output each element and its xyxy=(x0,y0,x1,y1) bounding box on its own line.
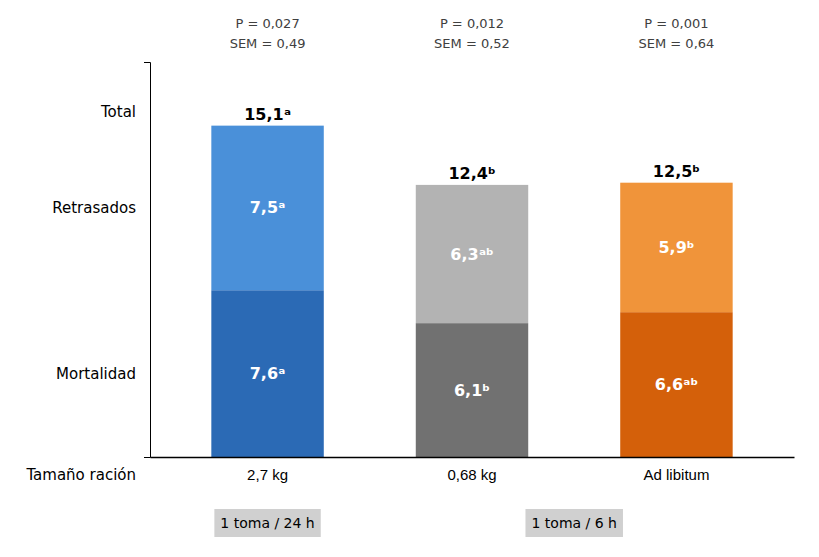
group-label: 1 toma / 6 h xyxy=(531,515,616,531)
bar-segment xyxy=(416,323,528,457)
x-tick: Ad libitum xyxy=(644,457,710,483)
data-label: 6,6ᵃᵇ xyxy=(655,375,698,394)
group-label: 1 toma / 24 h xyxy=(220,515,314,531)
p-annotation: P = 0,001 xyxy=(644,16,708,31)
plot: 7,6ᵃ 6,1ᵇ 6,6ᵃᵇ 7,5ᵃ 6,3ᵃᵇ 5,9ᵇ 15,1ᵃ 12,4ᵇ 12,5… xyxy=(25,16,794,537)
sem-annotation: SEM = 0,64 xyxy=(639,36,715,51)
bars xyxy=(211,126,732,457)
row-label: Total xyxy=(100,103,136,121)
row-label: Mortalidad xyxy=(56,365,136,383)
total-label: 15,1ᵃ xyxy=(244,105,291,124)
data-label: 6,1ᵇ xyxy=(454,381,490,400)
data-label: 5,9ᵇ xyxy=(658,238,694,257)
data-label: 7,6ᵃ xyxy=(250,364,286,383)
labels: 7,6ᵃ 6,1ᵇ 6,6ᵃᵇ 7,5ᵃ 6,3ᵃᵇ 5,9ᵇ 15,1ᵃ 12,4ᵇ 12,5… xyxy=(230,16,715,400)
series xyxy=(211,126,732,324)
bar-segment xyxy=(211,126,323,291)
y-axis-line xyxy=(144,63,151,458)
row-label: Retrasados xyxy=(52,199,136,217)
total-label: 12,4ᵇ xyxy=(448,164,495,183)
group-box xyxy=(525,509,622,537)
p-annotation: P = 0,027 xyxy=(235,16,299,31)
x-label: Tamaño ración xyxy=(25,466,136,484)
x-axis-line xyxy=(151,457,795,459)
chart: 7,6ᵃ 6,1ᵇ 6,6ᵃᵇ 7,5ᵃ 6,3ᵃᵇ 5,9ᵇ 15,1ᵃ 12,4ᵇ 12,5… xyxy=(0,0,819,557)
bar-segment xyxy=(416,185,528,323)
data-label: 6,3ᵃᵇ xyxy=(450,245,493,264)
bar-segment xyxy=(620,312,732,457)
group: 1 toma / 6 h xyxy=(525,509,622,537)
y-axis xyxy=(144,63,151,458)
group: 1 toma / 24 h xyxy=(214,509,320,537)
p-annotation: P = 0,012 xyxy=(440,16,504,31)
x-tick-label: 0,68 kg xyxy=(447,466,496,483)
group-box xyxy=(214,509,320,537)
sem-annotation: SEM = 0,52 xyxy=(434,36,510,51)
x-tick: 2,7 kg xyxy=(247,457,288,483)
x-axis: 2,7 kg 0,68 kg Ad libitum xyxy=(151,457,795,483)
bar-segment xyxy=(211,290,323,457)
x-tick: 0,68 kg xyxy=(447,457,496,483)
data-label: 7,5ᵃ xyxy=(250,198,286,217)
total-label: 12,5ᵇ xyxy=(653,162,700,181)
x-tick-label: Ad libitum xyxy=(644,466,710,483)
x-tick-label: 2,7 kg xyxy=(247,466,288,483)
bar-segment xyxy=(620,183,732,312)
sem-annotation: SEM = 0,49 xyxy=(230,36,306,51)
